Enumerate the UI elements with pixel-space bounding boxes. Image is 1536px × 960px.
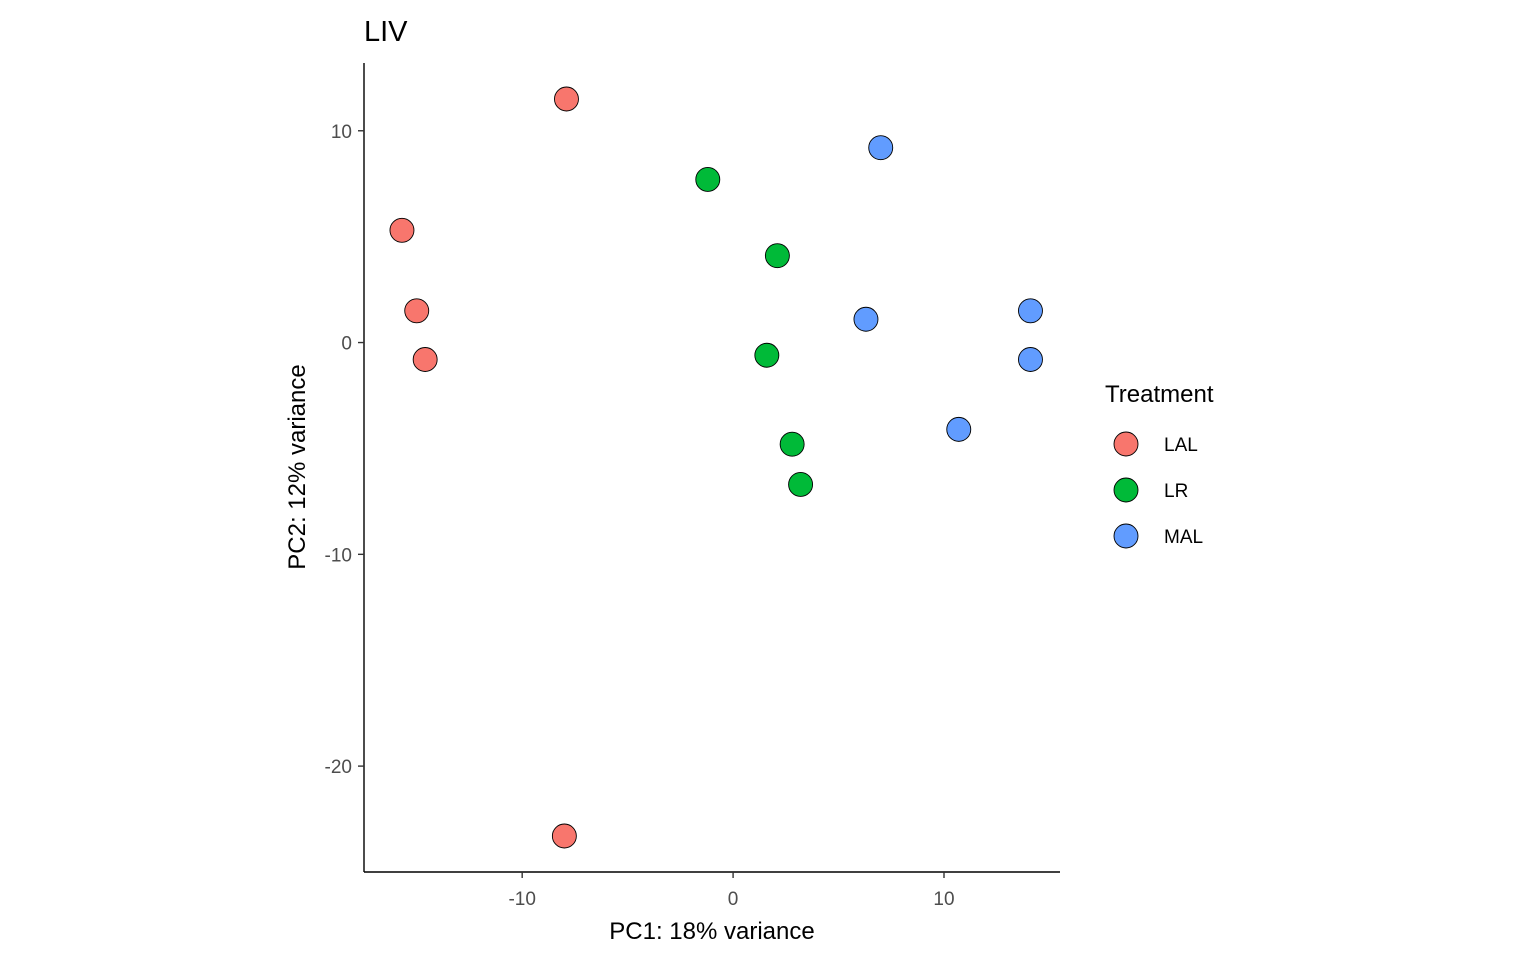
data-point-mal: [868, 135, 894, 161]
legend-label-lal: LAL: [1164, 435, 1198, 456]
data-point-mal: [853, 306, 879, 332]
data-point-mal: [1018, 298, 1043, 324]
data-point-lal: [404, 298, 430, 324]
legend-key-lr: [1113, 477, 1139, 503]
data-point-lal: [412, 347, 438, 372]
points-layer: [389, 86, 1043, 849]
legend-items: LAL LR MAL: [1113, 431, 1203, 549]
y-axis-ticks: -20 -10 0 10: [325, 122, 364, 778]
legend-title: Treatment: [1105, 381, 1214, 408]
legend-label-lr: LR: [1164, 481, 1188, 502]
data-point-lal: [551, 823, 577, 849]
x-tick-label: 10: [933, 889, 954, 910]
x-axis-ticks: -10 0 10: [508, 872, 955, 910]
y-tick-label: -10: [325, 545, 352, 566]
data-point-mal: [1018, 347, 1043, 372]
x-tick-label: -10: [508, 889, 535, 910]
legend: Treatment LAL LR MAL: [1105, 381, 1214, 549]
data-point-lr: [779, 431, 805, 457]
y-tick-label: -20: [325, 757, 352, 778]
data-point-lr: [788, 471, 814, 497]
legend-key-mal: [1113, 523, 1139, 549]
data-point-mal: [946, 416, 972, 442]
x-axis-title: PC1: 18% variance: [609, 918, 814, 945]
data-point-lal: [554, 86, 579, 112]
data-point-lal: [389, 217, 415, 243]
legend-key-lal: [1113, 431, 1139, 457]
y-tick-label: 10: [331, 122, 352, 143]
legend-label-mal: MAL: [1164, 527, 1203, 548]
data-point-lr: [764, 243, 790, 269]
chart-title: LIV: [364, 16, 408, 48]
y-tick-label: 0: [341, 334, 352, 355]
data-point-lr: [695, 167, 721, 192]
y-axis-title: PC2: 12% variance: [284, 364, 311, 569]
data-point-lr: [754, 342, 780, 368]
x-tick-label: 0: [728, 889, 739, 910]
